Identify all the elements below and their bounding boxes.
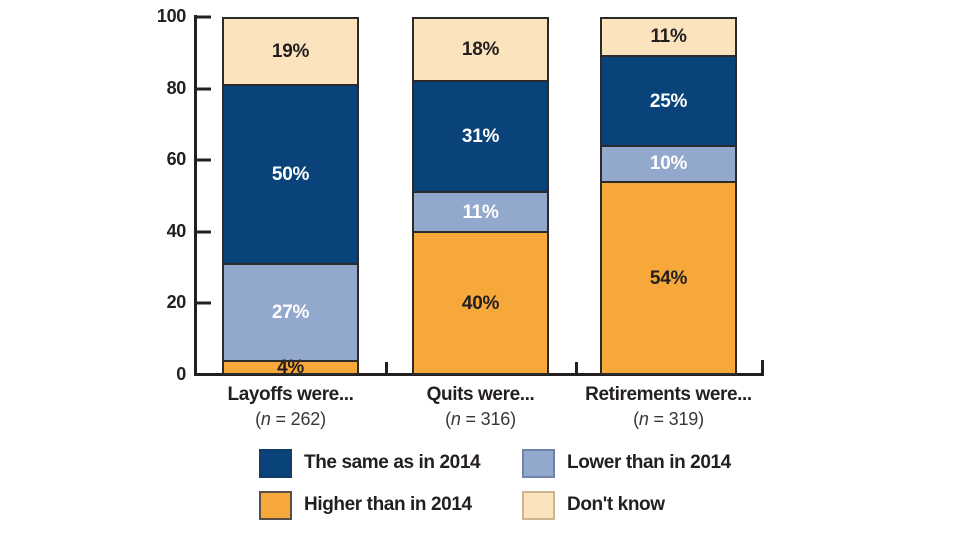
category-layoffs-were: Layoffs were... (n = 262) [176, 384, 406, 430]
segment-don-t-know: 11% [600, 17, 737, 57]
segment-value-label: 27% [271, 301, 310, 323]
segment-the-same-as-in-2014: 31% [412, 81, 549, 193]
category-n-label: (n = 319) [633, 409, 704, 429]
segment-value-label: 19% [271, 40, 310, 62]
segment-value-label: 25% [649, 90, 688, 112]
legend-label: Higher than in 2014 [304, 494, 472, 515]
segment-value-label: 11% [462, 201, 499, 223]
category-n-label: (n = 316) [445, 409, 516, 429]
legend-swatch [522, 490, 555, 520]
segment-higher-than-in-2014: 54% [600, 181, 737, 375]
segment-divider [222, 84, 359, 87]
legend-swatch [522, 448, 555, 478]
segment-don-t-know: 18% [412, 17, 549, 82]
category-label: Layoffs were... [227, 384, 354, 405]
segment-divider [222, 359, 359, 362]
segment-higher-than-in-2014: 40% [412, 231, 549, 375]
segment-value-label: 10% [649, 153, 688, 175]
bar-layoffs-were: 19% 50% 27% 4% [222, 17, 359, 379]
segment-divider [412, 80, 549, 83]
legend-label: Lower than in 2014 [567, 452, 731, 473]
segment-divider [222, 263, 359, 266]
category-quits-were: Quits were... (n = 316) [366, 384, 596, 430]
bar-retirements-were: 11% 25% 10% 54% [600, 17, 737, 375]
y-axis-tick [197, 15, 211, 19]
category-label: Quits were... [426, 384, 535, 405]
y-axis-tick-label: 40 [166, 220, 187, 241]
y-axis-tick [197, 230, 211, 234]
category-retirements-were: Retirements were... (n = 319) [554, 384, 784, 430]
y-axis-tick [197, 158, 211, 162]
legend-label: The same as in 2014 [304, 452, 481, 473]
y-axis-tick-label: 80 [166, 77, 187, 98]
segment-value-label: 31% [461, 126, 500, 148]
x-axis-gap-tick [575, 362, 578, 373]
y-axis-line [194, 15, 197, 376]
legend: The same as in 2014 Lower than in 2014 Hig… [259, 448, 731, 520]
segment-the-same-as-in-2014: 25% [600, 56, 737, 146]
legend-item-higher-than-in-2014: Higher than in 2014 [259, 490, 522, 520]
legend-item-don-t-know: Don't know [522, 490, 731, 520]
segment-lower-than-in-2014: 27% [222, 264, 359, 361]
y-axis-tick-label: 60 [166, 149, 187, 170]
legend-swatch [259, 448, 292, 478]
segment-lower-than-in-2014: 11% [412, 192, 549, 232]
y-axis-tick [197, 301, 211, 305]
category-n-label: (n = 262) [255, 409, 326, 429]
segment-value-label: 54% [649, 267, 688, 289]
category-label: Retirements were... [585, 384, 752, 405]
y-axis-tick-label: 100 [156, 6, 186, 27]
segment-higher-than-in-2014: 4% [222, 357, 359, 379]
segment-value-label: 50% [271, 164, 310, 186]
segment-divider [600, 180, 737, 183]
legend-item-lower-than-in-2014: Lower than in 2014 [522, 448, 731, 478]
legend-label: Don't know [567, 494, 665, 515]
legend-item-the-same-as-in-2014: The same as in 2014 [259, 448, 522, 478]
segment-value-label: 40% [461, 292, 500, 314]
bar-quits-were: 18% 31% 11% 40% [412, 17, 549, 375]
x-axis-end-tick [761, 360, 764, 373]
segment-divider [600, 55, 737, 58]
segment-lower-than-in-2014: 10% [600, 145, 737, 182]
segment-don-t-know: 19% [222, 17, 359, 86]
segment-divider [412, 191, 549, 194]
y-axis-tick-label: 0 [176, 364, 186, 385]
segment-value-label: 4% [277, 357, 304, 379]
segment-value-label: 18% [461, 38, 500, 60]
y-axis-tick [197, 87, 211, 91]
x-axis-gap-tick [385, 362, 388, 373]
y-axis-tick-label: 20 [166, 292, 187, 313]
segment-divider [412, 230, 549, 233]
legend-swatch [259, 490, 292, 520]
segment-value-label: 11% [650, 26, 687, 48]
segment-divider [600, 144, 737, 147]
segment-the-same-as-in-2014: 50% [222, 85, 359, 265]
